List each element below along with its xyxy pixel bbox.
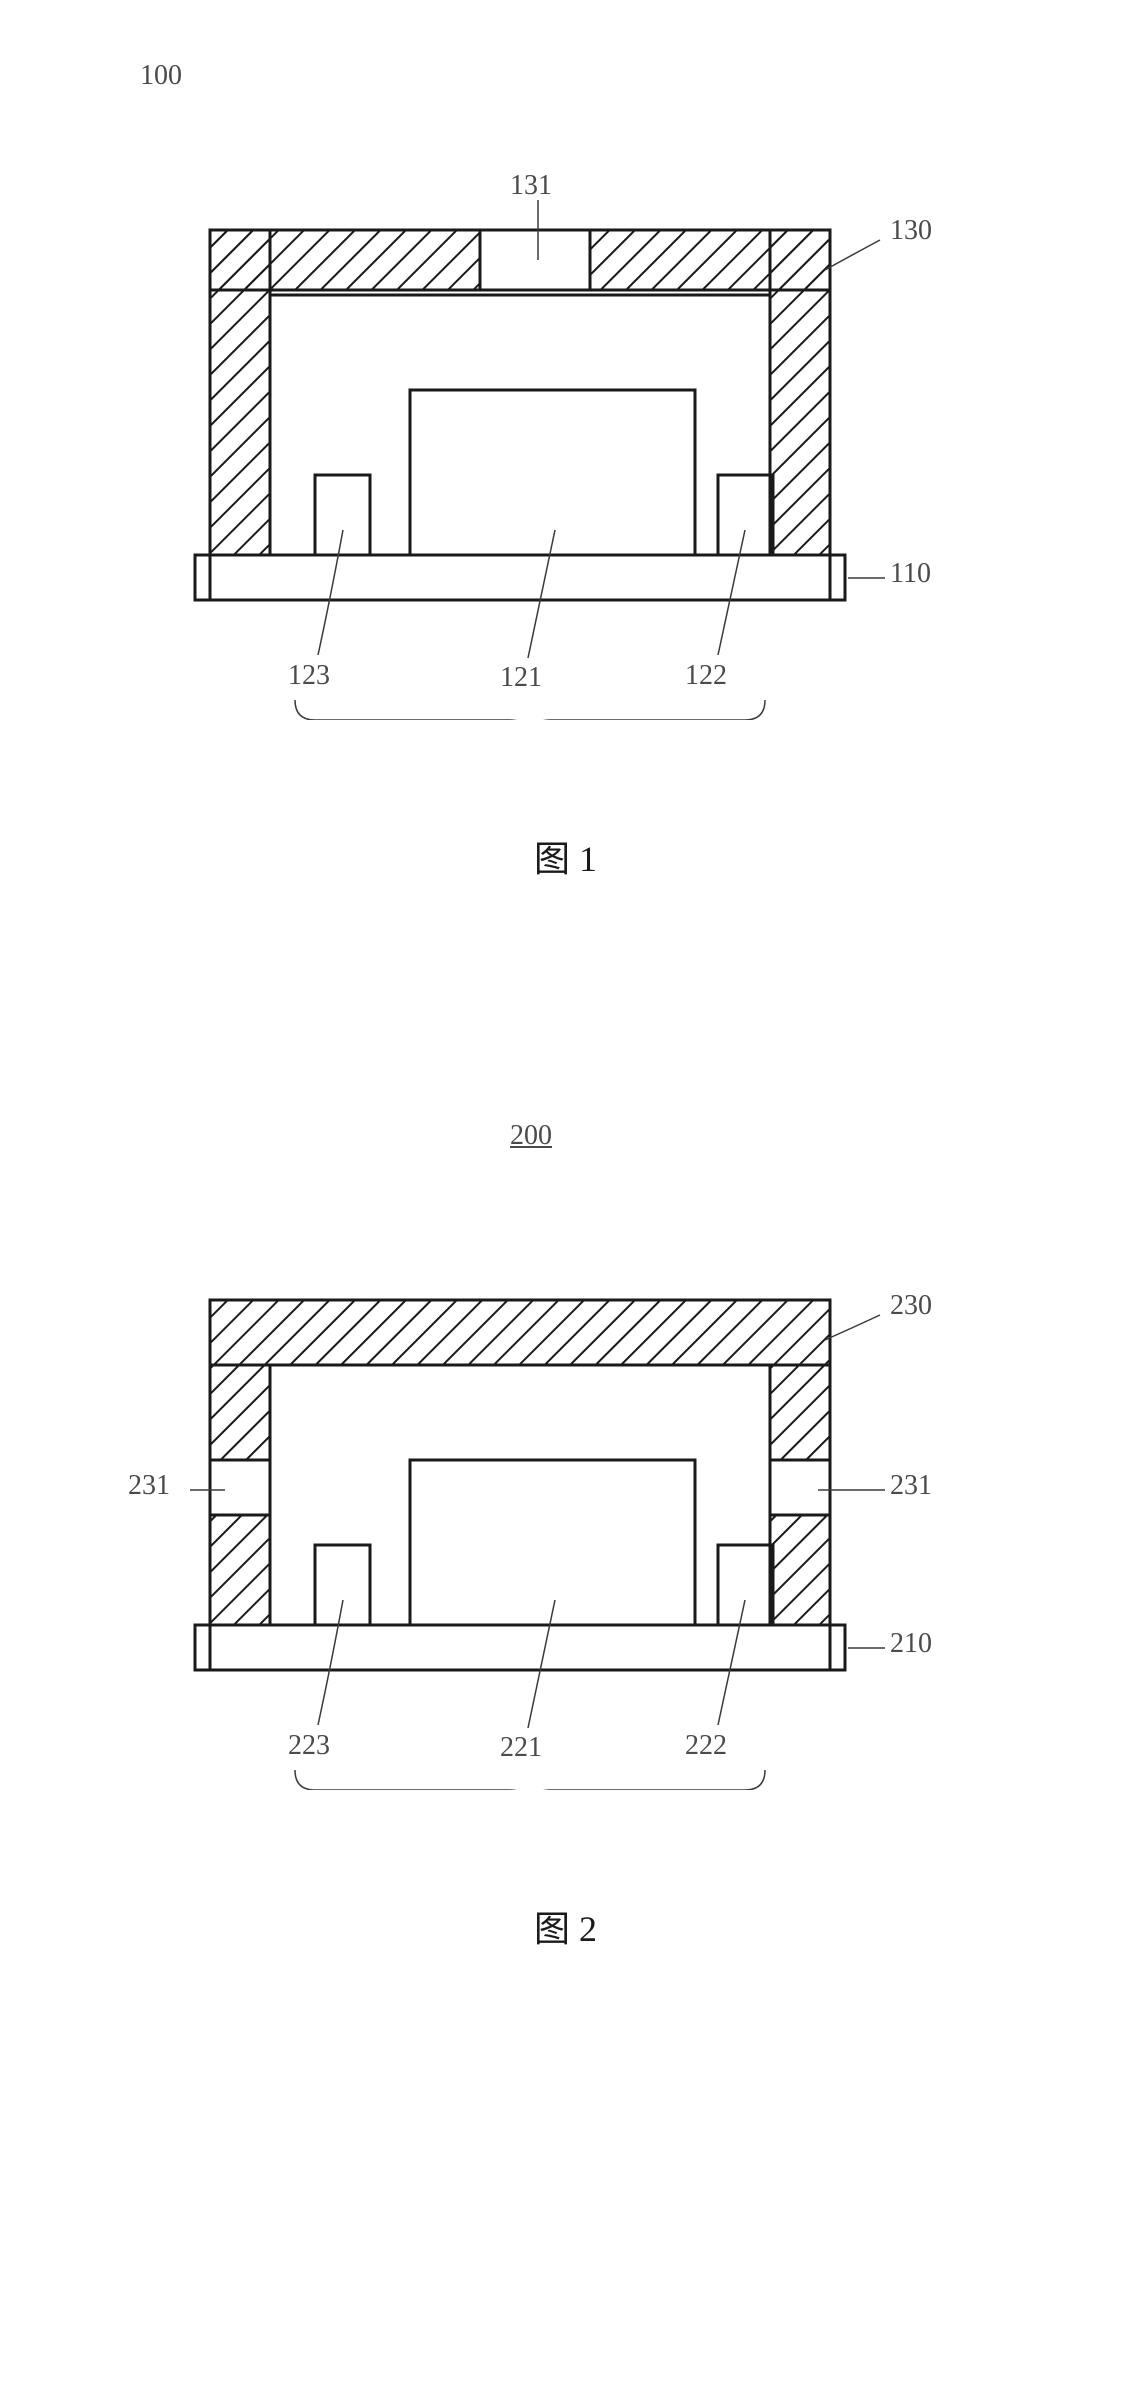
svg-text:231: 231 — [890, 1470, 932, 1501]
assembly-label-100: 100 — [140, 60, 182, 92]
spacer — [0, 860, 1131, 1120]
svg-text:221: 221 — [500, 1732, 542, 1763]
figure-2-caption: 图 2 — [0, 1900, 1131, 1952]
svg-text:121: 121 — [500, 662, 542, 693]
assembly-label-200: 200 — [510, 1120, 552, 1152]
figure-2: 200 230210231231223221222220 图 2 — [0, 1120, 1131, 1940]
svg-text:231: 231 — [128, 1470, 170, 1501]
page: 100 131130110123121122120 图 1 200 230210… — [0, 0, 1131, 1980]
figure-1-caption: 图 1 — [0, 830, 1131, 882]
svg-text:130: 130 — [890, 215, 932, 246]
svg-text:122: 122 — [685, 660, 727, 691]
svg-text:223: 223 — [288, 1730, 330, 1761]
svg-text:131: 131 — [510, 170, 552, 201]
figure-2-drawing: 230210231231223221222220 — [0, 1170, 1131, 1790]
svg-text:230: 230 — [890, 1290, 932, 1321]
svg-text:222: 222 — [685, 1730, 727, 1761]
svg-text:123: 123 — [288, 660, 330, 691]
figure-1-drawing: 131130110123121122120 — [0, 100, 1131, 720]
figure-1: 100 131130110123121122120 图 1 — [0, 40, 1131, 860]
svg-text:110: 110 — [890, 558, 931, 589]
svg-text:210: 210 — [890, 1628, 932, 1659]
